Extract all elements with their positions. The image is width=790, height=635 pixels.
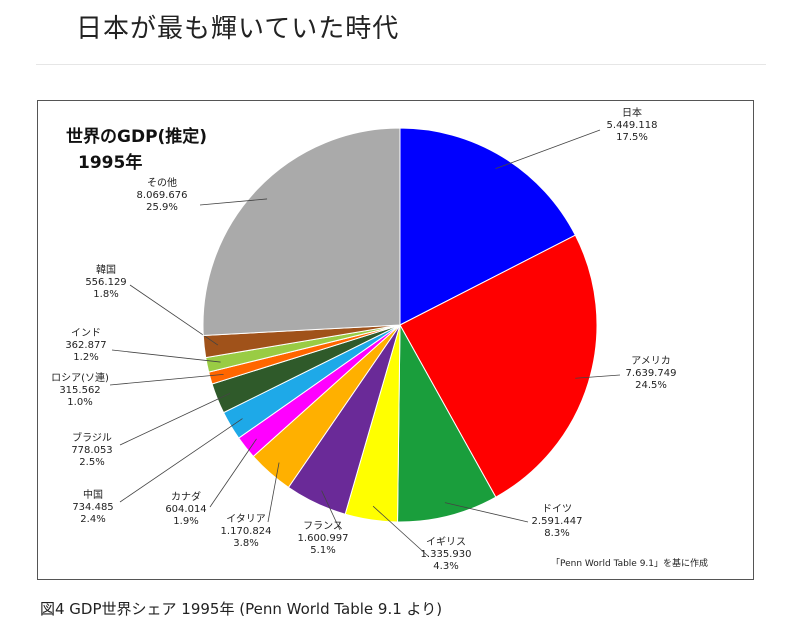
slice-name-label-7: 中国 bbox=[83, 488, 103, 501]
slice-value-label-8: 778.053 bbox=[71, 445, 112, 456]
slice-name-label-4: フランス bbox=[303, 520, 343, 532]
pie-slice-12 bbox=[202, 127, 401, 337]
slice-percent-label-2: 8.3% bbox=[544, 528, 569, 539]
slice-name-label-0: 日本 bbox=[622, 106, 642, 119]
slice-percent-label-8: 2.5% bbox=[79, 457, 104, 468]
slice-percent-label-6: 1.9% bbox=[173, 516, 198, 527]
slice-percent-label-7: 2.4% bbox=[80, 514, 105, 525]
slice-percent-label-3: 4.3% bbox=[433, 561, 458, 572]
slice-value-label-12: 8.069.676 bbox=[137, 190, 188, 201]
slice-value-label-4: 1.600.997 bbox=[298, 533, 349, 544]
slice-name-label-3: イギリス bbox=[426, 536, 466, 548]
slice-name-label-10: インド bbox=[71, 328, 101, 339]
pie-slice-1 bbox=[399, 234, 598, 498]
leader-line-12 bbox=[199, 198, 268, 206]
slice-value-label-0: 5.449.118 bbox=[607, 120, 658, 131]
leader-line-1 bbox=[575, 374, 621, 379]
slice-value-label-6: 604.014 bbox=[165, 504, 206, 515]
slice-value-label-11: 556.129 bbox=[85, 277, 126, 288]
pie-slice-2 bbox=[397, 323, 497, 523]
slice-value-label-2: 2.591.447 bbox=[532, 516, 583, 527]
leader-line-6 bbox=[209, 438, 257, 508]
source-note: 「Penn World Table 9.1」を基に作成 bbox=[551, 559, 709, 569]
slice-value-label-1: 7.639.749 bbox=[626, 368, 677, 379]
leader-line-2 bbox=[444, 502, 529, 523]
figure-caption: 図4 GDP世界シェア 1995年 (Penn World Table 9.1 … bbox=[40, 600, 443, 618]
slice-name-label-9: ロシア(ソ連) bbox=[51, 371, 109, 384]
leader-line-0 bbox=[495, 129, 601, 170]
slice-name-label-5: イタリア bbox=[226, 513, 266, 525]
slice-value-label-10: 362.877 bbox=[65, 340, 106, 351]
slice-value-label-7: 734.485 bbox=[72, 502, 113, 513]
leader-line-8 bbox=[119, 393, 231, 446]
chart-subtitle: 1995年 bbox=[78, 153, 143, 173]
title-divider bbox=[36, 64, 766, 65]
leader-line-4 bbox=[321, 490, 341, 531]
leader-line-7 bbox=[119, 418, 243, 503]
slice-value-label-9: 315.562 bbox=[59, 385, 100, 396]
slice-name-label-11: 韓国 bbox=[96, 264, 116, 276]
slice-value-label-5: 1.170.824 bbox=[221, 526, 272, 537]
slice-percent-label-4: 5.1% bbox=[310, 545, 335, 556]
slice-percent-label-5: 3.8% bbox=[233, 538, 258, 549]
leader-line-9 bbox=[109, 373, 224, 386]
slice-value-label-3: 1.335.930 bbox=[421, 549, 472, 560]
slice-name-label-8: ブラジル bbox=[72, 431, 112, 444]
slice-percent-label-9: 1.0% bbox=[67, 397, 92, 408]
slice-name-label-1: アメリカ bbox=[631, 355, 671, 367]
slice-percent-label-0: 17.5% bbox=[616, 132, 648, 143]
slice-percent-label-1: 24.5% bbox=[635, 380, 667, 391]
slice-percent-label-12: 25.9% bbox=[146, 202, 178, 213]
slice-name-label-12: その他 bbox=[147, 176, 177, 189]
page-title: 日本が最も輝いていた時代 bbox=[76, 14, 400, 44]
chart-title: 世界のGDP(推定) bbox=[66, 127, 208, 147]
slice-percent-label-10: 1.2% bbox=[73, 352, 98, 363]
leader-line-5 bbox=[267, 462, 280, 523]
slice-percent-label-11: 1.8% bbox=[93, 289, 118, 300]
pie-slice-0 bbox=[399, 127, 577, 326]
leader-line-3 bbox=[372, 505, 429, 557]
slice-name-label-2: ドイツ bbox=[542, 504, 572, 515]
slice-name-label-6: カナダ bbox=[171, 490, 201, 503]
leader-line-10 bbox=[111, 349, 221, 363]
